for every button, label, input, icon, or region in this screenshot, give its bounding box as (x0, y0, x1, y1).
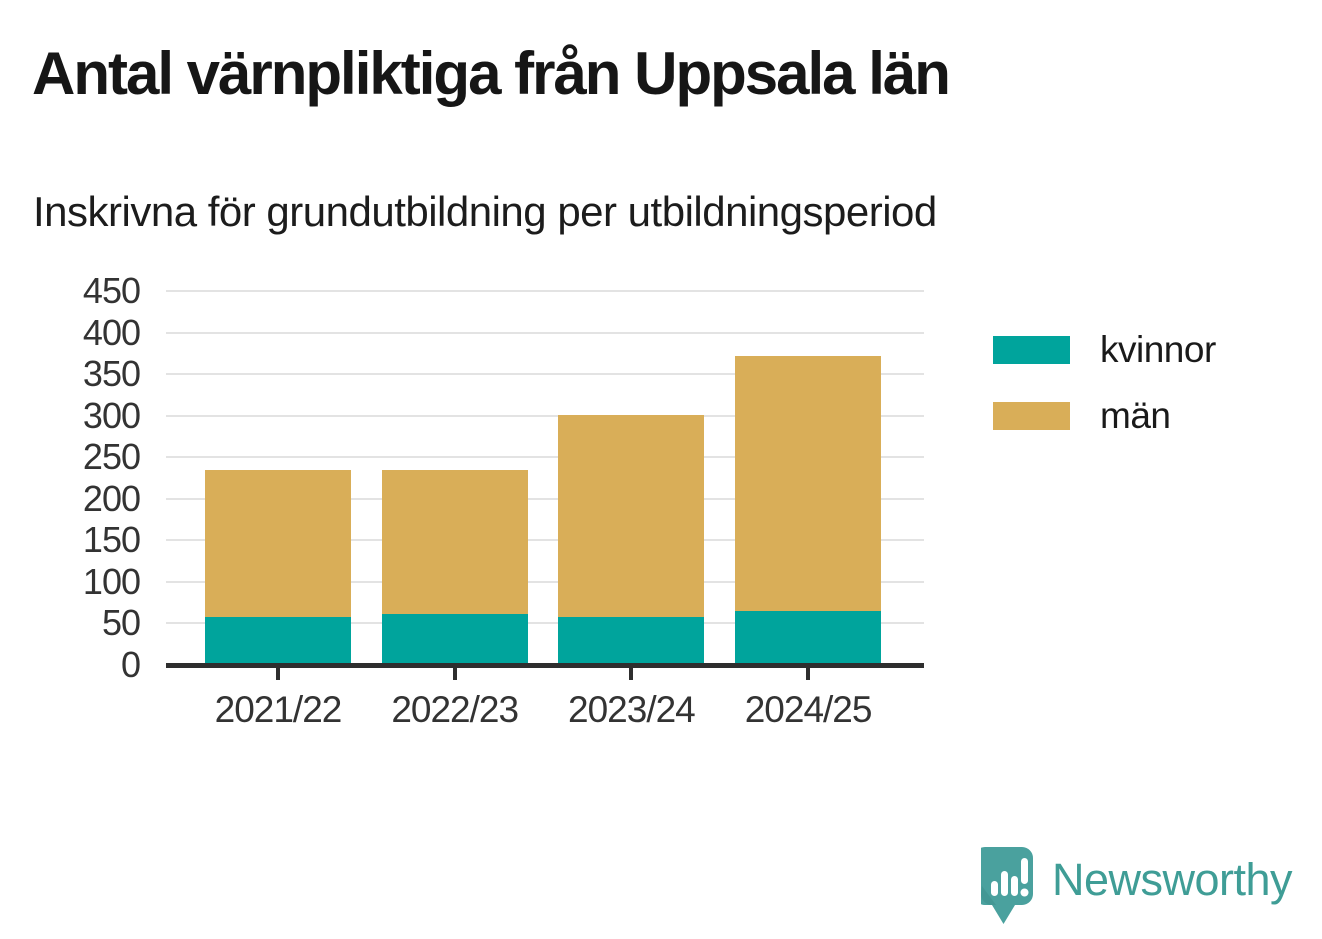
gridline-250 (166, 456, 924, 459)
bar-segment-man-2021-22 (205, 469, 351, 617)
x-axis-tick-2021-22 (276, 667, 280, 680)
x-axis-tick-2023-24 (629, 667, 634, 680)
y-axis-label-0: 0 (120, 644, 141, 685)
y-axis-label-400: 400 (82, 311, 141, 353)
chart-subtitle: Inskrivna för grundutbildning per utbild… (33, 188, 937, 235)
gridline-350 (166, 373, 924, 376)
y-axis-label-450: 450 (82, 270, 141, 311)
x-axis-tick-2022-23 (452, 667, 457, 680)
bar-segment-man-2022-23 (381, 469, 528, 615)
legend-item-kvinnor: kvinnor (993, 331, 1216, 368)
y-axis-label-300: 300 (82, 394, 141, 436)
legend-swatch-man (993, 401, 1070, 430)
legend-label-man: män (1100, 395, 1171, 436)
x-axis-label-2024-25: 2024/25 (744, 689, 873, 730)
bar-segment-kvinnor-2023-24 (558, 616, 705, 665)
newsworthy-logo-icon (981, 847, 1033, 924)
legend-label-kvinnor: kvinnor (1100, 329, 1216, 370)
x-axis-label-2023-24: 2023/24 (568, 689, 696, 730)
legend: kvinnor män (993, 331, 1216, 463)
x-axis-tick-2024-25 (806, 667, 811, 680)
y-axis-label-200: 200 (82, 477, 141, 519)
legend-item-man: män (993, 397, 1216, 434)
y-axis-label-150: 150 (82, 519, 141, 561)
gridline-100 (166, 580, 924, 583)
bar-segment-man-2023-24 (558, 414, 705, 617)
gridline-50 (166, 622, 924, 625)
bar-segment-kvinnor-2024-25 (735, 610, 882, 665)
bar-segment-kvinnor-2021-22 (205, 616, 351, 665)
gridline-300 (166, 414, 924, 417)
brand-footer: Newsworthy (981, 846, 1293, 926)
gridline-450 (166, 290, 924, 292)
y-axis-label-350: 350 (82, 353, 141, 395)
brand-name: Newsworthy (1052, 854, 1293, 905)
x-axis-line (166, 663, 924, 668)
y-axis-label-50: 50 (101, 602, 141, 644)
y-axis-label-250: 250 (82, 436, 141, 478)
legend-swatch-kvinnor (993, 335, 1070, 364)
gridline-400 (166, 331, 924, 334)
x-axis-label-2022-23: 2022/23 (391, 689, 519, 730)
gridline-150 (166, 539, 924, 542)
gridline-200 (166, 497, 924, 500)
chart-title: Antal värnpliktiga från Uppsala län (32, 40, 951, 107)
bar-segment-kvinnor-2022-23 (381, 614, 528, 665)
bar-segment-man-2024-25 (735, 355, 882, 611)
y-axis-label-100: 100 (82, 560, 141, 602)
x-axis-label-2021-22: 2021/22 (214, 689, 343, 730)
